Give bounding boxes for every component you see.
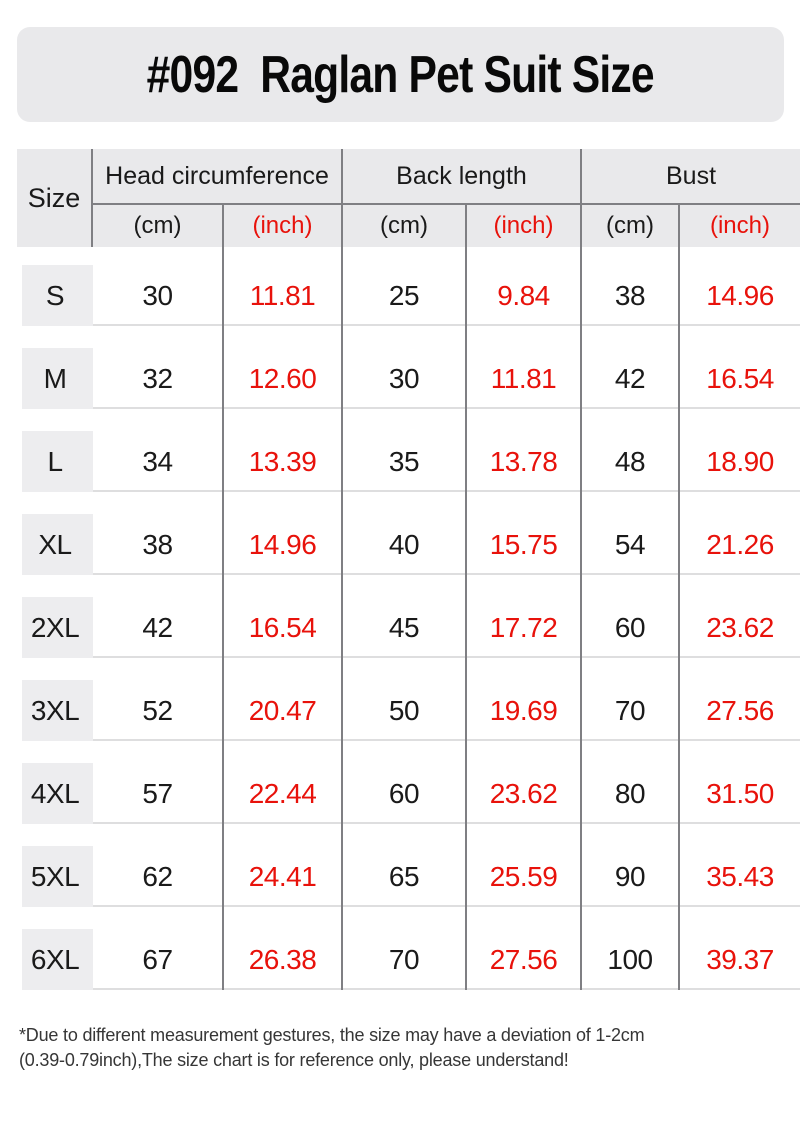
row-s-back-inch: 9.84: [467, 265, 582, 348]
row-xl-back-inch: 15.75: [467, 514, 582, 597]
row-m-head-inch: 12.60: [224, 348, 343, 431]
row-6xl-back-inch: 27.56: [467, 929, 582, 990]
column-line-spacer: [224, 247, 343, 265]
row-l-head-cm: 34: [93, 431, 224, 514]
row-l-head-inch: 13.39: [224, 431, 343, 514]
row-3xl-bust-cm: 70: [582, 680, 680, 763]
row-2xl-bust-inch: 23.62: [680, 597, 800, 680]
row-xl-bust-inch: 21.26: [680, 514, 800, 597]
row-m-bust-cm: 42: [582, 348, 680, 431]
row-4xl-back-inch: 23.62: [467, 763, 582, 846]
row-3xl-back-inch: 19.69: [467, 680, 582, 763]
header-head-circumference: Head circumference: [93, 149, 343, 205]
title-banner: #092 Raglan Pet Suit Size: [17, 27, 784, 122]
header-head-inch: (inch): [224, 205, 343, 247]
row-4xl-bust-cm: 80: [582, 763, 680, 846]
row-6xl-head-cm: 67: [93, 929, 224, 990]
row-s-size-label: S: [17, 265, 93, 348]
row-6xl-bust-inch: 39.37: [680, 929, 800, 990]
row-2xl-size-label: 2XL: [17, 597, 93, 680]
row-3xl-head-cm: 52: [93, 680, 224, 763]
row-xl-size-label: XL: [17, 514, 93, 597]
header-back-inch: (inch): [467, 205, 582, 247]
row-5xl-back-inch: 25.59: [467, 846, 582, 929]
row-4xl-head-cm: 57: [93, 763, 224, 846]
row-2xl-bust-cm: 60: [582, 597, 680, 680]
row-5xl-bust-cm: 90: [582, 846, 680, 929]
row-m-back-cm: 30: [343, 348, 467, 431]
row-5xl-head-inch: 24.41: [224, 846, 343, 929]
row-2xl-back-cm: 45: [343, 597, 467, 680]
row-5xl-bust-inch: 35.43: [680, 846, 800, 929]
header-back-length: Back length: [343, 149, 582, 205]
column-line-spacer: [467, 247, 582, 265]
row-5xl-back-cm: 65: [343, 846, 467, 929]
row-6xl-head-inch: 26.38: [224, 929, 343, 990]
column-line-spacer: [343, 247, 467, 265]
page-title: #092 Raglan Pet Suit Size: [146, 45, 655, 104]
row-s-bust-inch: 14.96: [680, 265, 800, 348]
size-table: Size Head circumference Back length Bust…: [17, 149, 800, 990]
row-6xl-size-label: 6XL: [17, 929, 93, 990]
row-xl-back-cm: 40: [343, 514, 467, 597]
row-m-bust-inch: 16.54: [680, 348, 800, 431]
row-xl-head-cm: 38: [93, 514, 224, 597]
row-3xl-size-label: 3XL: [17, 680, 93, 763]
row-4xl-head-inch: 22.44: [224, 763, 343, 846]
column-line-spacer: [93, 247, 224, 265]
row-3xl-bust-inch: 27.56: [680, 680, 800, 763]
row-l-size-label: L: [17, 431, 93, 514]
row-5xl-head-cm: 62: [93, 846, 224, 929]
row-m-size-label: M: [17, 348, 93, 431]
row-m-head-cm: 32: [93, 348, 224, 431]
header-bust-cm: (cm): [582, 205, 680, 247]
row-2xl-back-inch: 17.72: [467, 597, 582, 680]
header-bust: Bust: [582, 149, 800, 205]
row-5xl-size-label: 5XL: [17, 846, 93, 929]
page: #092 Raglan Pet Suit Size Size Head circ…: [0, 27, 800, 1073]
row-s-bust-cm: 38: [582, 265, 680, 348]
header-back-cm: (cm): [343, 205, 467, 247]
row-6xl-bust-cm: 100: [582, 929, 680, 990]
row-s-back-cm: 25: [343, 265, 467, 348]
row-xl-head-inch: 14.96: [224, 514, 343, 597]
header-size: Size: [17, 149, 93, 247]
row-xl-bust-cm: 54: [582, 514, 680, 597]
header-bust-inch: (inch): [680, 205, 800, 247]
row-s-head-cm: 30: [93, 265, 224, 348]
row-l-bust-cm: 48: [582, 431, 680, 514]
row-6xl-back-cm: 70: [343, 929, 467, 990]
header-head-cm: (cm): [93, 205, 224, 247]
row-3xl-head-inch: 20.47: [224, 680, 343, 763]
row-2xl-head-inch: 16.54: [224, 597, 343, 680]
row-4xl-size-label: 4XL: [17, 763, 93, 846]
row-l-back-cm: 35: [343, 431, 467, 514]
row-l-bust-inch: 18.90: [680, 431, 800, 514]
row-2xl-head-cm: 42: [93, 597, 224, 680]
column-line-spacer: [582, 247, 680, 265]
footnote: *Due to different measurement gestures, …: [19, 1025, 645, 1070]
row-4xl-bust-inch: 31.50: [680, 763, 800, 846]
row-m-back-inch: 11.81: [467, 348, 582, 431]
row-3xl-back-cm: 50: [343, 680, 467, 763]
row-l-back-inch: 13.78: [467, 431, 582, 514]
row-s-head-inch: 11.81: [224, 265, 343, 348]
row-4xl-back-cm: 60: [343, 763, 467, 846]
